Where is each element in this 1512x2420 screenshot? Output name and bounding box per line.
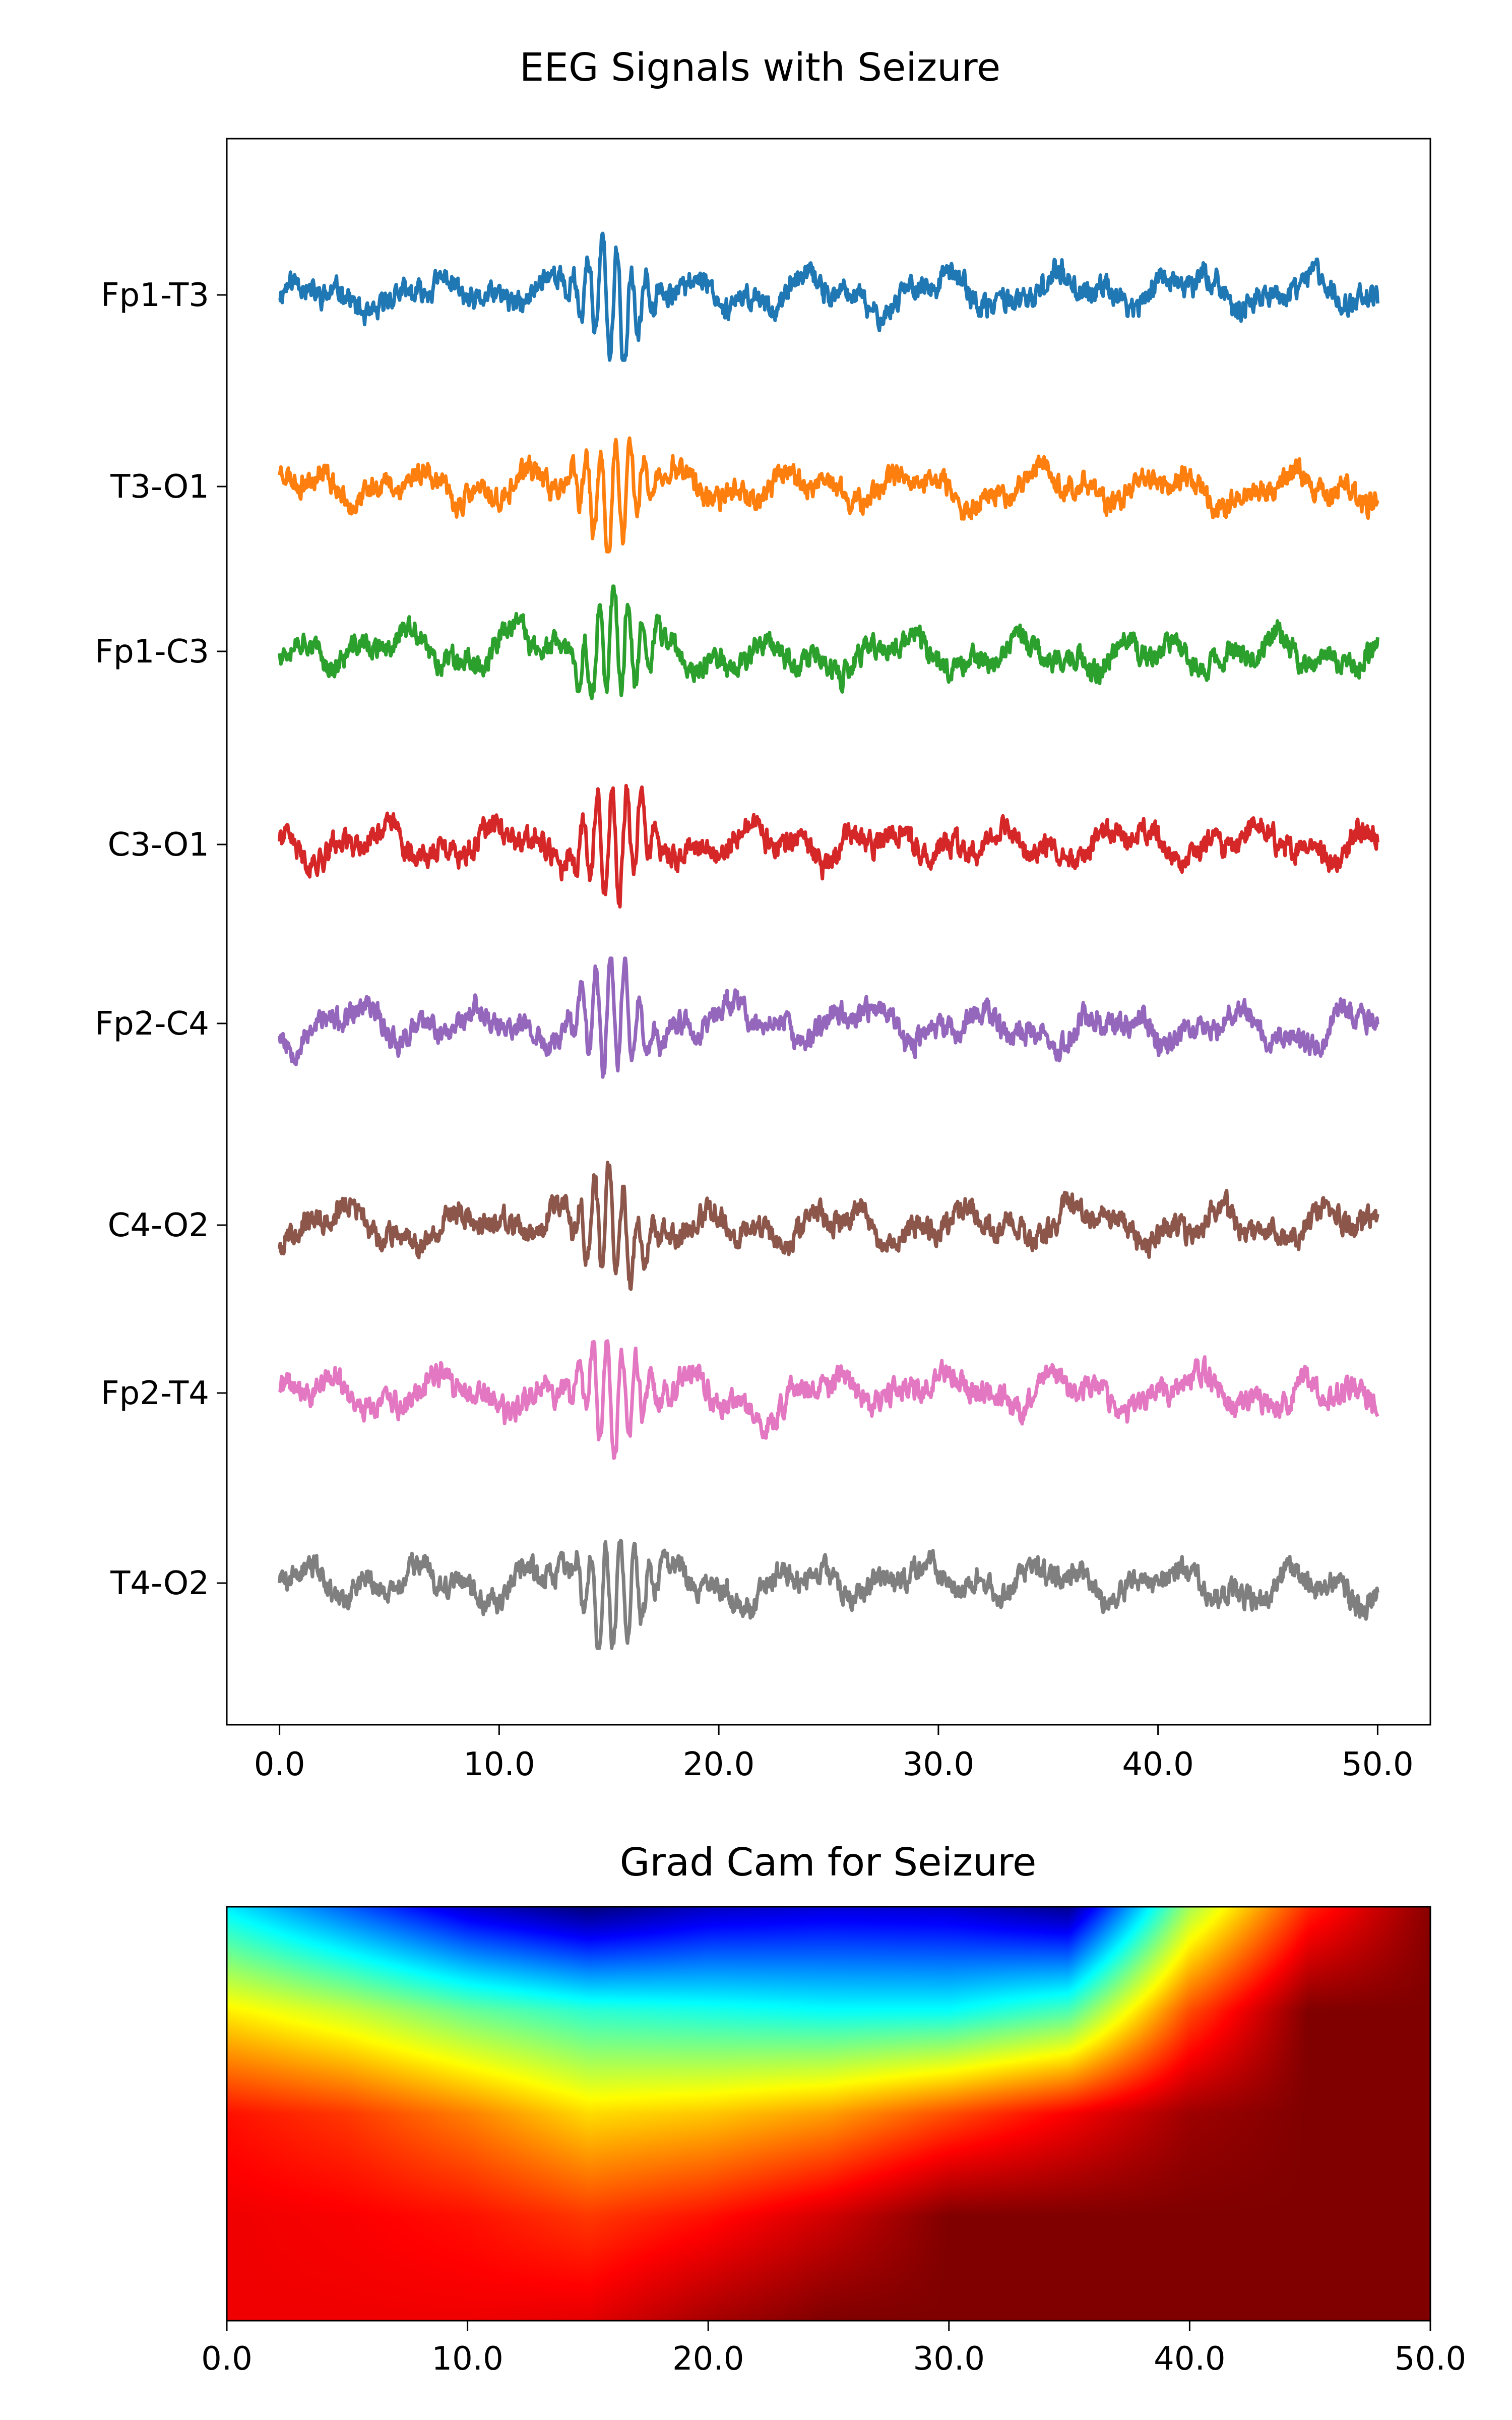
eeg-channel-label: C4-O2: [108, 1207, 209, 1244]
eeg-trace-t3-o1: [278, 436, 1379, 554]
gradcam-plot-frame: [226, 1906, 1431, 2322]
eeg-trace-c3-o1: [278, 783, 1379, 909]
gradcam-x-tick-label: 10.0: [431, 2340, 503, 2378]
gradcam-chart-title: Grad Cam for Seizure: [620, 1840, 1037, 1885]
eeg-channel-label: Fp1-C3: [95, 633, 209, 671]
eeg-trace-t4-o2: [278, 1539, 1379, 1650]
eeg-trace-fp1-t3: [278, 231, 1379, 362]
eeg-trace-fp2-c4: [278, 956, 1379, 1079]
eeg-traces: [278, 231, 1379, 1650]
eeg-channel-label: Fp1-T3: [101, 277, 209, 314]
eeg-x-tick-label: 50.0: [1342, 1746, 1414, 1783]
eeg-plot-frame: [226, 138, 1431, 1726]
gradcam-heatmap: [227, 1907, 1430, 2321]
eeg-x-axis: 0.0 10.0 20.0 30.0 40.0 50.0: [254, 1725, 1414, 1783]
eeg-channel-label: T3-O1: [110, 468, 209, 506]
gradcam-x-tick-label: 40.0: [1154, 2340, 1226, 2378]
gradcam-x-tick-label: 30.0: [913, 2340, 985, 2378]
eeg-x-tick-label: 40.0: [1122, 1746, 1194, 1783]
gradcam-x-axis: 0.0 10.0 20.0 30.0 40.0 50.0: [201, 2321, 1466, 2378]
eeg-x-tick-label: 20.0: [683, 1746, 755, 1783]
eeg-channel-label: Fp2-T4: [101, 1375, 209, 1412]
gradcam-x-tick-label: 0.0: [201, 2340, 253, 2378]
eeg-channel-label: C3-O1: [108, 826, 209, 864]
eeg-x-tick-label: 30.0: [903, 1746, 975, 1783]
eeg-x-tick-label: 0.0: [254, 1746, 305, 1783]
eeg-channel-label: T4-O2: [110, 1565, 209, 1602]
gradcam-x-tick-label: 50.0: [1395, 2340, 1467, 2378]
eeg-chart-title: EEG Signals with Seizure: [520, 45, 1001, 90]
eeg-trace-fp1-c3: [278, 584, 1379, 700]
eeg-x-tick-label: 10.0: [463, 1746, 535, 1783]
eeg-trace-fp2-t4: [278, 1339, 1379, 1460]
eeg-channel-labels: Fp1-T3 T3-O1 Fp1-C3 C3-O1 Fp2-C4 C4-O2 Fp2-T4 T…: [95, 277, 227, 1602]
eeg-channel-label: Fp2-C4: [95, 1005, 209, 1043]
gradcam-x-tick-label: 20.0: [672, 2340, 744, 2378]
eeg-trace-c4-o2: [278, 1161, 1379, 1291]
